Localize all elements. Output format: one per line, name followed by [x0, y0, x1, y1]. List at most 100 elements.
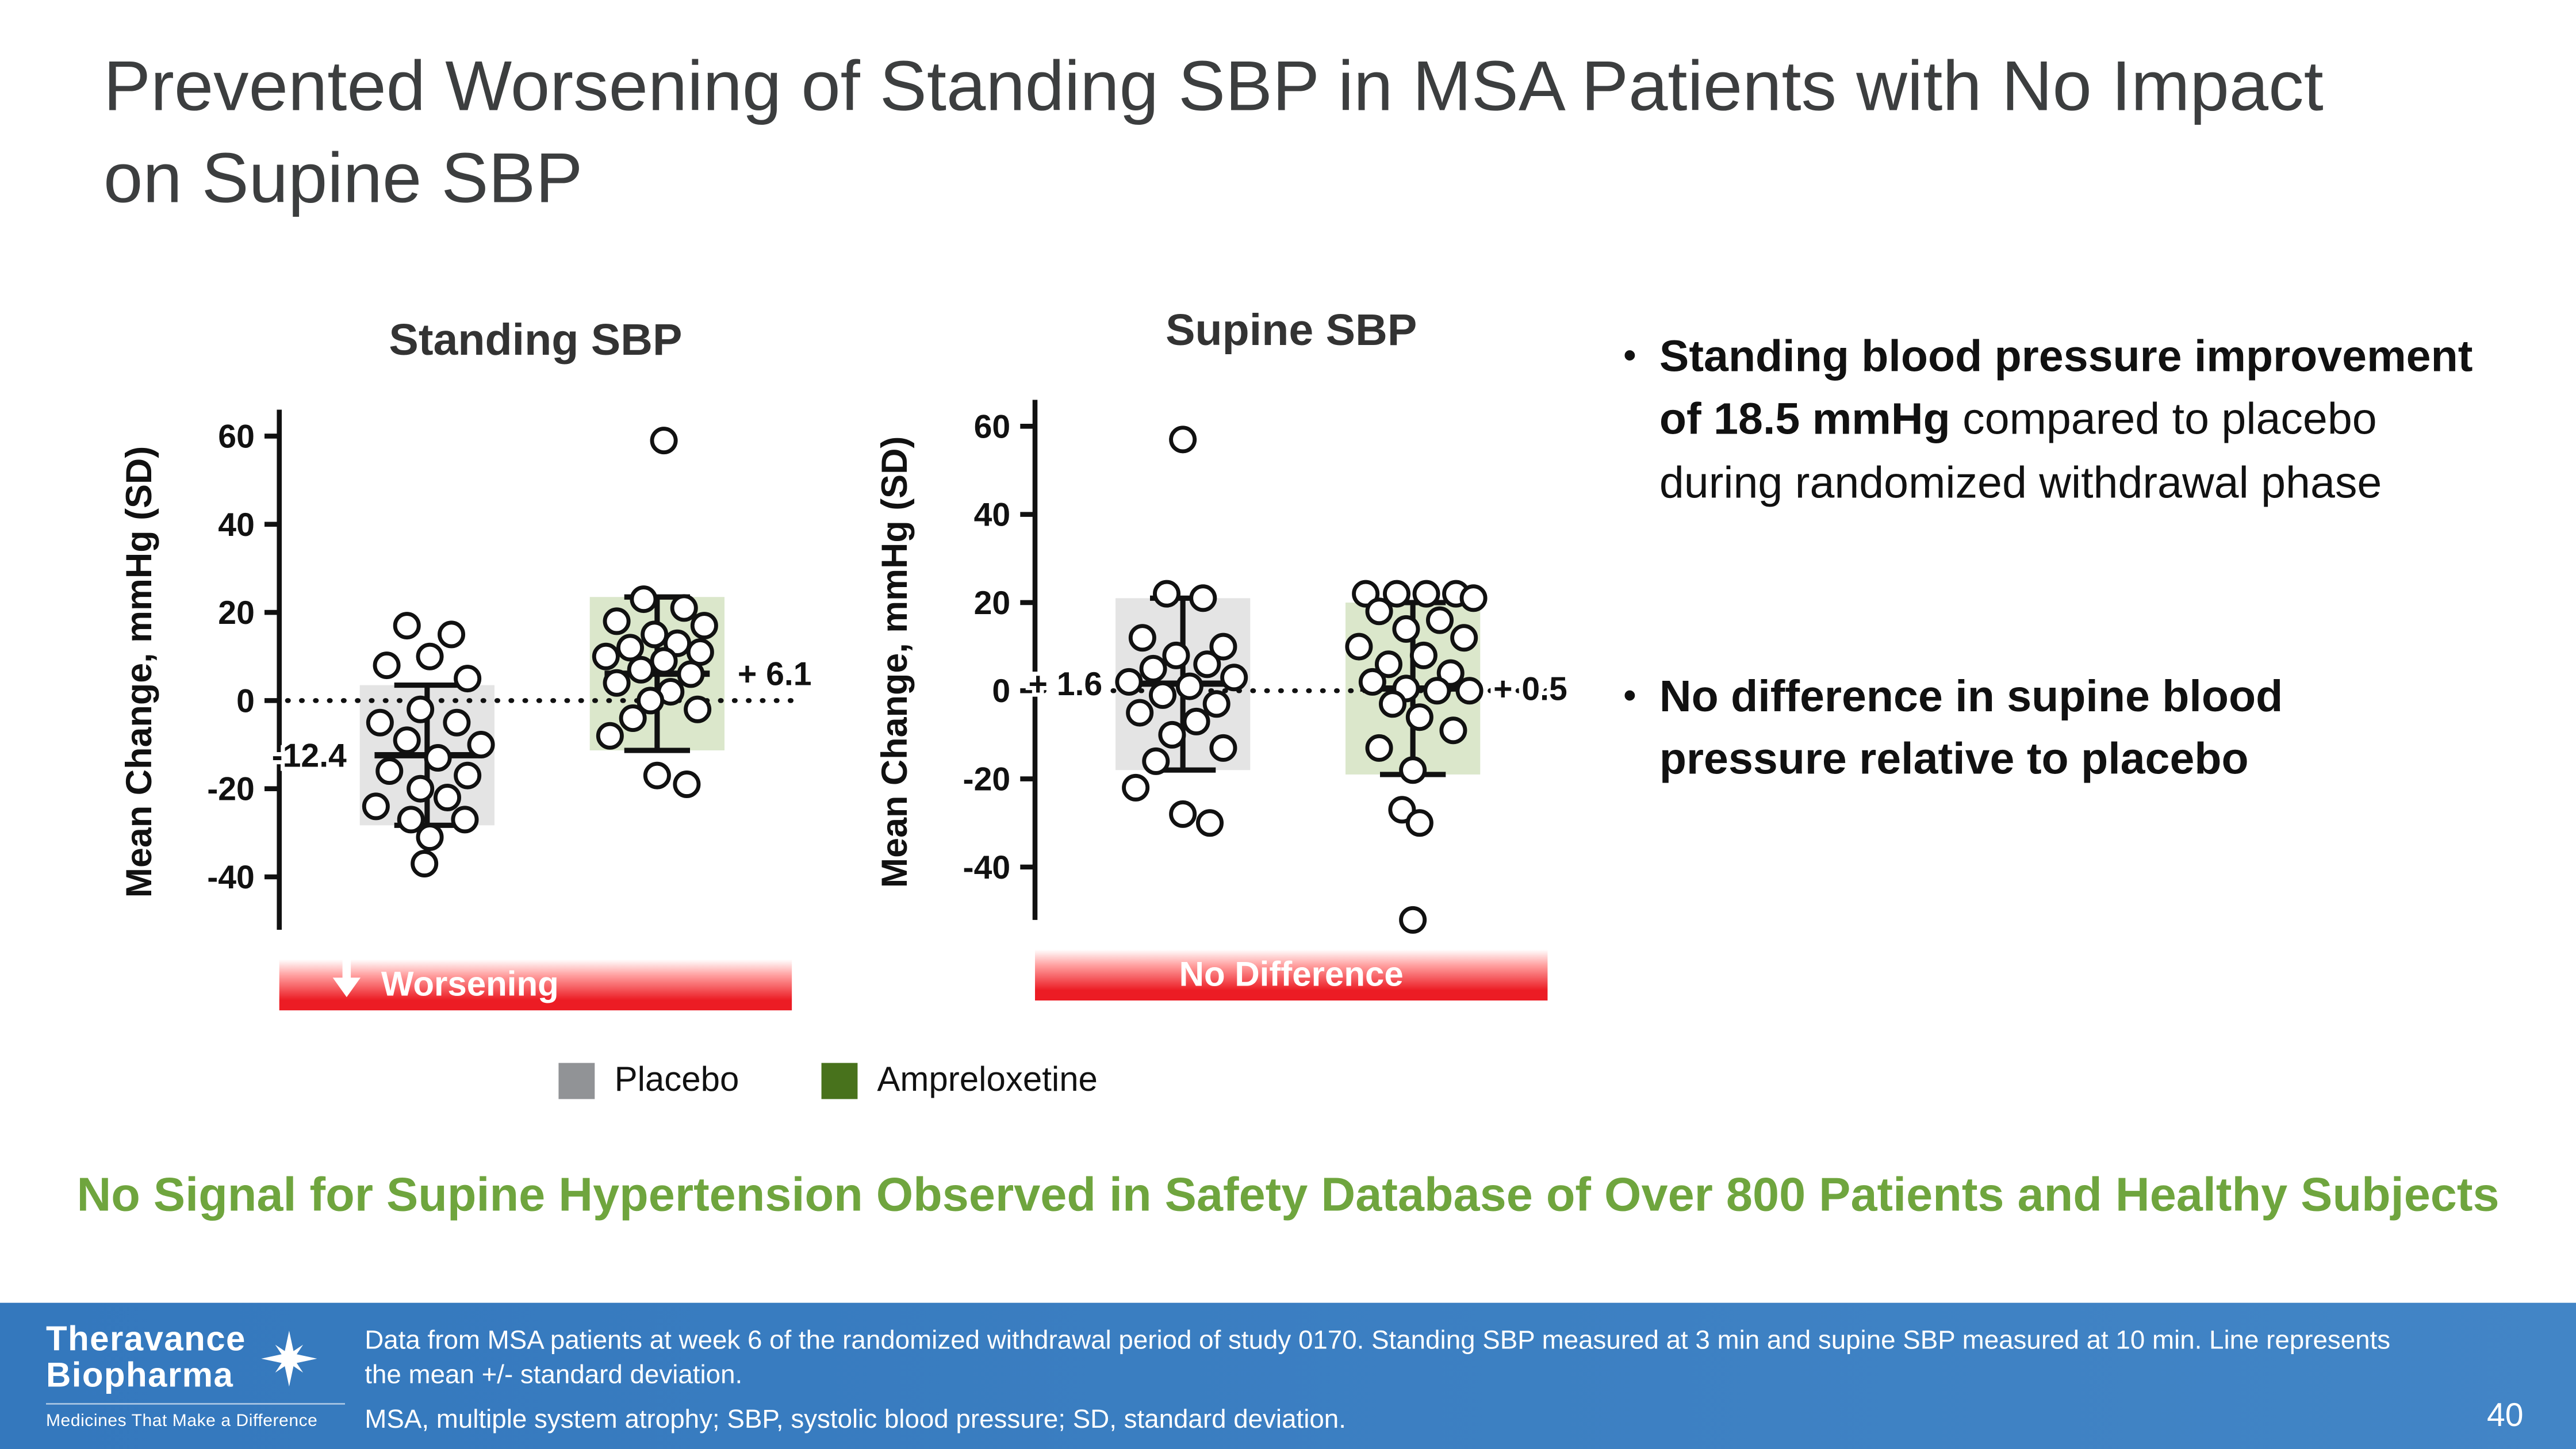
logo-line1: Theravance — [46, 1321, 246, 1359]
worsening-band: Worsening — [279, 959, 792, 1011]
band-label: Worsening — [381, 965, 559, 1003]
data-point — [596, 722, 624, 750]
bullet-icon: • — [1623, 334, 1636, 377]
star-icon — [260, 1331, 317, 1387]
slide-title: Prevented Worsening of Standing SBP in M… — [103, 47, 2324, 218]
data-point — [1399, 906, 1427, 934]
ampreloxetine-swatch-icon — [821, 1063, 858, 1099]
data-point — [397, 806, 425, 834]
data-point — [451, 806, 479, 834]
data-point — [1158, 720, 1186, 749]
data-point — [677, 660, 705, 688]
data-point — [407, 775, 435, 803]
data-point — [684, 695, 712, 723]
data-point — [375, 757, 404, 785]
tick-label: 0 — [992, 673, 1010, 710]
down-arrow-icon — [332, 959, 361, 998]
data-point — [1374, 650, 1402, 678]
data-point — [1358, 668, 1386, 696]
data-point — [454, 761, 482, 789]
data-point — [690, 612, 718, 640]
band-label: No Difference — [1179, 955, 1404, 994]
footer-bar: Theravance Biopharma Medicines That Make… — [0, 1302, 2576, 1449]
chart-legend: Placebo Ampreloxetine — [558, 1061, 1098, 1101]
footnote-line: Data from MSA patients at week 6 of the … — [365, 1327, 2391, 1356]
bullet-regular-text: compared to placebo during randomized wi… — [1659, 394, 2382, 507]
data-point — [424, 744, 452, 772]
data-point — [686, 638, 714, 666]
legend-item-ampreloxetine: Ampreloxetine — [821, 1061, 1098, 1101]
y-axis-label: Mean Change, mmHg (SD) — [119, 446, 159, 898]
no-difference-band: No Difference — [1035, 949, 1548, 1000]
data-point — [416, 823, 444, 852]
legend-label: Ampreloxetine — [877, 1061, 1098, 1099]
data-point — [603, 669, 631, 697]
data-point — [650, 427, 678, 455]
data-point — [1149, 681, 1177, 709]
theravance-logo: Theravance Biopharma Medicines That Make… — [46, 1321, 345, 1431]
bullet-bold-text: No difference in supine blood pressure r… — [1659, 672, 2283, 784]
data-point — [1426, 606, 1454, 634]
data-point — [1436, 659, 1465, 687]
tick-label: 20 — [218, 595, 255, 631]
data-point — [1153, 580, 1181, 608]
data-point — [467, 731, 495, 759]
data-point — [619, 704, 647, 733]
footnote-line: MSA, multiple system atrophy; SBP, systo… — [365, 1405, 1346, 1433]
data-point — [1189, 584, 1217, 612]
y-axis-label: Mean Change, mmHg (SD) — [875, 436, 915, 888]
data-point — [434, 784, 462, 812]
footnote-line: the mean +/- standard deviation. — [365, 1362, 743, 1390]
standing-sbp-plot: Mean Change, mmHg (SD) 60 40 20 0 -20 -40 -12.4… — [115, 374, 838, 974]
data-point — [1383, 580, 1411, 608]
data-point — [1202, 690, 1230, 718]
data-point — [1409, 641, 1438, 669]
data-point — [1455, 677, 1483, 705]
logo-tagline: Medicines That Make a Difference — [46, 1403, 345, 1431]
tick-label: 40 — [974, 497, 1011, 534]
data-point — [373, 651, 401, 680]
data-point — [1405, 809, 1433, 837]
legend-item-placebo: Placebo — [558, 1061, 739, 1101]
logo-line2: Biopharma — [46, 1357, 234, 1395]
standing-sbp-chart: Standing SBP Mean Change, mmHg (SD) 60 40 2… — [115, 316, 838, 1025]
tick-label: 0 — [236, 683, 255, 719]
tick-label: 60 — [218, 418, 255, 455]
data-point — [1122, 773, 1150, 802]
data-point — [1209, 632, 1237, 661]
tick-label: 60 — [974, 408, 1011, 445]
tick-label: -20 — [207, 771, 255, 808]
data-point — [650, 647, 678, 675]
chart-canvas: Mean Change, mmHg (SD) 60 40 20 0 -20 -40 -12.4… — [119, 409, 816, 930]
data-point — [1196, 809, 1224, 837]
data-point — [1345, 632, 1373, 661]
data-point — [1439, 716, 1467, 745]
bullet-bold-text: Standing blood pressure improvement of 1… — [1659, 332, 2473, 444]
mean-value-label: + 1.6 — [1028, 666, 1102, 703]
data-point — [1175, 672, 1203, 700]
bullet-text: Standing blood pressure improvement of 1… — [1659, 325, 2481, 515]
tick-label: 20 — [974, 585, 1011, 622]
tick-label: 40 — [218, 507, 255, 543]
data-point — [454, 665, 482, 693]
data-point — [1365, 734, 1393, 762]
data-point — [1182, 707, 1210, 735]
data-point — [416, 642, 444, 670]
data-point — [1169, 800, 1197, 828]
supine-sbp-chart: Supine SBP Mean Change, mmHg (SD) 60 40 20 0… — [871, 305, 1593, 1015]
data-point — [411, 850, 439, 878]
data-point — [627, 656, 655, 684]
mean-value-label: + 0.5 — [1493, 670, 1567, 707]
data-point — [1459, 584, 1488, 612]
mean-value-label: + 6.1 — [738, 656, 812, 693]
data-point — [443, 708, 471, 737]
data-point — [1220, 664, 1248, 692]
data-point — [438, 620, 466, 649]
tick-label: -40 — [207, 859, 255, 896]
data-point — [1115, 668, 1143, 696]
data-point — [616, 634, 645, 662]
data-point — [1365, 597, 1393, 626]
bullet-text: No difference in supine blood pressure r… — [1659, 665, 2481, 791]
data-point — [1139, 654, 1167, 683]
data-point — [407, 695, 435, 723]
